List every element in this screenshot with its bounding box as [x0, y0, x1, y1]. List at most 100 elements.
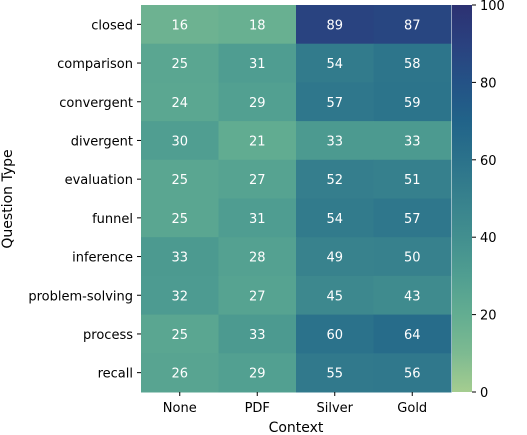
cell-value-label: 43 [404, 289, 421, 304]
y-tick-label: comparison [57, 57, 133, 72]
heatmap-cell [296, 43, 374, 83]
cell-value-label: 51 [404, 173, 421, 188]
cell-value-label: 16 [171, 18, 188, 33]
cell-value-label: 31 [249, 57, 266, 72]
y-tick-label: evaluation [65, 173, 133, 188]
cell-value-label: 18 [249, 18, 266, 33]
x-tick-label: PDF [245, 401, 270, 416]
y-tick-label: recall [98, 367, 133, 382]
y-tick-label: funnel [92, 212, 133, 227]
heatmap-cell [141, 275, 219, 316]
colorbar-tick-label: 20 [480, 309, 497, 324]
heatmap-cell [218, 314, 297, 354]
cell-value-label: 55 [326, 367, 343, 382]
cell-value-label: 25 [171, 328, 188, 343]
heatmap-cell [296, 275, 374, 316]
cell-value-label: 60 [326, 328, 343, 343]
y-tick-label: closed [91, 18, 133, 33]
heatmap-cell [218, 5, 297, 45]
cell-value-label: 33 [249, 328, 266, 343]
cell-value-label: 45 [326, 289, 343, 304]
x-axis-ticks: None PDF Silver Gold [163, 392, 427, 416]
cell-value-label: 56 [404, 367, 421, 382]
heatmap-cell [296, 159, 374, 199]
cell-value-label: 24 [171, 96, 188, 111]
heatmap-cell [218, 353, 297, 393]
x-tick-label: Silver [316, 401, 353, 416]
cell-value-labels: 16 18 89 87 25 31 54 58 24 29 57 59 30 21 33 33 25 27 52 51… [171, 18, 420, 381]
cell-value-label: 31 [249, 212, 266, 227]
y-tick-label: convergent [59, 96, 133, 111]
cell-value-label: 89 [326, 18, 343, 33]
cell-value-label: 25 [171, 57, 188, 72]
colorbar-tick-label: 100 [480, 0, 505, 14]
heatmap-cell [218, 275, 297, 316]
heatmap-cell [373, 275, 452, 316]
heatmap-cell [296, 5, 374, 45]
cell-value-label: 54 [326, 57, 343, 72]
heatmap-cell [373, 198, 452, 238]
heatmap-cell [296, 198, 374, 238]
heatmap-cell [141, 237, 219, 277]
cell-value-label: 64 [404, 328, 421, 343]
heatmap-cell [218, 43, 297, 83]
heatmap-cell [141, 43, 219, 83]
y-tick-label: process [83, 328, 133, 343]
y-tick-label: inference [72, 251, 133, 266]
cell-value-label: 21 [249, 134, 266, 149]
x-axis-label: Context [269, 420, 324, 435]
cell-value-label: 57 [404, 212, 421, 227]
cell-value-label: 25 [171, 173, 188, 188]
heatmap-cell [373, 43, 452, 83]
y-tick-label: problem-solving [28, 289, 133, 304]
heatmap-cell [296, 82, 374, 122]
y-tick-label: divergent [71, 134, 133, 149]
cell-value-label: 50 [404, 251, 421, 266]
heatmap-cell [373, 314, 452, 354]
heatmap-cell [218, 121, 297, 161]
heatmap-cell [218, 82, 297, 122]
heatmap-cell [373, 159, 452, 199]
heatmap-cell [141, 82, 219, 122]
cell-value-label: 87 [404, 18, 421, 33]
heatmap-cell [141, 159, 219, 199]
x-tick-label: Gold [397, 401, 427, 416]
heatmap-cell [141, 353, 219, 393]
cell-value-label: 28 [249, 251, 266, 266]
y-axis-ticks: closed comparison convergent divergent evalu… [28, 18, 141, 382]
cell-value-label: 27 [249, 289, 266, 304]
heatmap-cell [373, 237, 452, 277]
cell-value-label: 52 [326, 173, 343, 188]
cell-value-label: 29 [249, 367, 266, 382]
heatmap-cell [296, 353, 374, 393]
cell-value-label: 49 [326, 251, 343, 266]
cell-value-label: 33 [404, 134, 421, 149]
heatmap-cell [373, 353, 452, 393]
x-tick-label: None [163, 401, 197, 416]
y-axis-label: Question Type [0, 149, 16, 248]
colorbar-tick-label: 60 [480, 154, 497, 169]
cell-value-label: 32 [171, 289, 188, 304]
cell-value-label: 59 [404, 96, 421, 111]
heatmap-cell [373, 121, 452, 161]
heatmap-cell [373, 82, 452, 122]
cell-value-label: 57 [326, 96, 343, 111]
heatmap-cell [218, 159, 297, 199]
heatmap-cell [141, 121, 219, 161]
heatmap-cell [296, 314, 374, 354]
heatmap-cell [141, 5, 219, 45]
cell-value-label: 33 [171, 251, 188, 266]
heatmap-cell [218, 237, 297, 277]
colorbar [452, 5, 472, 392]
cell-value-label: 54 [326, 212, 343, 227]
heatmap-cell [141, 314, 219, 354]
colorbar-tick-label: 80 [480, 76, 497, 91]
cell-value-label: 27 [249, 173, 266, 188]
heatmap-cell [373, 5, 452, 45]
cell-value-label: 25 [171, 212, 188, 227]
heatmap-cells [141, 5, 452, 393]
colorbar-tick-label: 0 [480, 386, 488, 401]
cell-value-label: 29 [249, 96, 266, 111]
cell-value-label: 33 [326, 134, 343, 149]
cell-value-label: 26 [171, 367, 188, 382]
